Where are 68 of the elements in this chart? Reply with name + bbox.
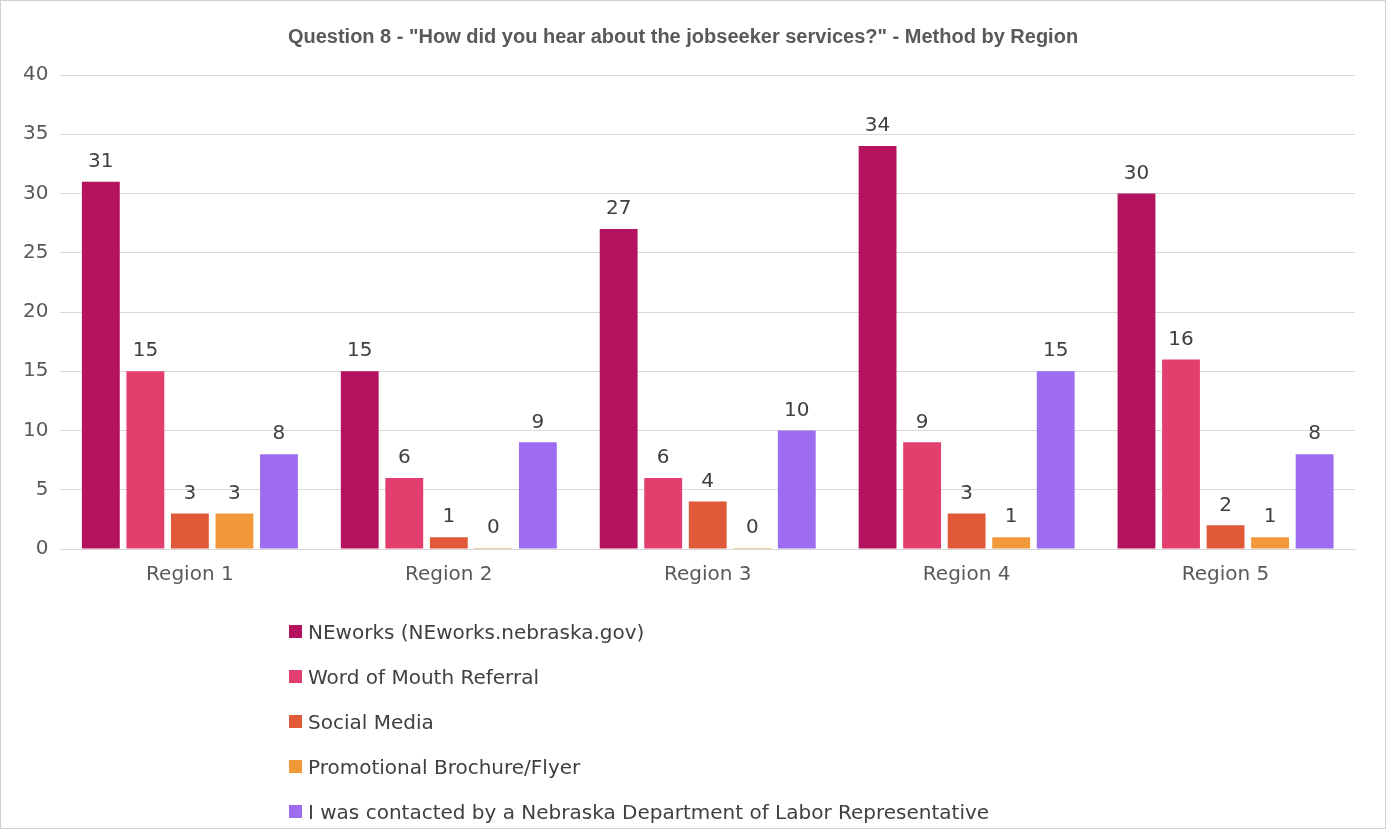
- data-label: 15: [132, 337, 159, 362]
- y-tick-label: 40: [23, 61, 49, 86]
- data-label: 31: [88, 147, 114, 172]
- bar: [992, 537, 1031, 549]
- data-label: 8: [272, 420, 286, 445]
- x-tick-label: Region 2: [405, 561, 493, 586]
- data-label: 0: [486, 514, 500, 539]
- bar: [1117, 193, 1156, 549]
- data-label: 1: [442, 503, 456, 528]
- y-tick-label: 30: [23, 179, 49, 204]
- data-label: 2: [1219, 491, 1232, 516]
- bar: [1206, 525, 1245, 549]
- legend-label: NEworks (NEworks.nebraska.gov): [308, 619, 645, 644]
- bar: [340, 371, 379, 549]
- y-tick-label: 5: [35, 475, 49, 500]
- bar: [126, 371, 165, 549]
- y-tick-label: 35: [23, 120, 49, 145]
- bar: [644, 477, 683, 549]
- data-label: 10: [784, 396, 810, 421]
- data-label: 9: [531, 408, 545, 433]
- y-tick-label: 25: [23, 238, 49, 263]
- data-label: 15: [1042, 337, 1069, 362]
- legend-label: Social Media: [308, 709, 434, 734]
- data-label: 3: [960, 479, 973, 504]
- data-label: 8: [1308, 420, 1321, 445]
- bar: [1036, 371, 1075, 549]
- data-label: 1: [1004, 503, 1018, 528]
- bar: [858, 146, 897, 549]
- x-tick-label: Region 5: [1181, 561, 1270, 586]
- bar: [777, 430, 816, 549]
- y-tick-label: 0: [35, 535, 49, 560]
- x-tick-label: Region 4: [922, 561, 1011, 586]
- bar: [518, 442, 557, 549]
- bar: [215, 513, 254, 549]
- bar: [1162, 359, 1200, 549]
- bar: [903, 442, 942, 549]
- legend-label: I was contacted by a Nebraska Department of Labor Representative: [308, 799, 990, 824]
- data-label: 3: [228, 479, 241, 504]
- data-label: 34: [864, 112, 891, 137]
- data-label: 4: [701, 467, 715, 492]
- y-tick-label: 10: [23, 416, 49, 441]
- bar: [1295, 454, 1334, 549]
- data-label: 0: [745, 514, 759, 539]
- bar: [688, 501, 727, 549]
- data-label: 6: [656, 444, 670, 469]
- bar: [385, 477, 424, 549]
- data-label: 15: [347, 337, 373, 362]
- y-tick-label: 20: [23, 298, 49, 323]
- x-tick-label: Region 3: [663, 561, 752, 586]
- bar: [260, 454, 298, 549]
- legend-label: Word of Mouth Referral: [308, 664, 539, 689]
- data-label: 9: [915, 408, 929, 433]
- data-label: 1: [1263, 503, 1277, 528]
- data-label: 27: [605, 195, 632, 220]
- data-label: 3: [183, 479, 197, 504]
- bar: [81, 181, 120, 549]
- bar: [429, 537, 468, 549]
- chart-title: Question 8 - "How did you hear about the jobseeker services?" - Method by Region: [287, 24, 1079, 47]
- data-label: 16: [1168, 325, 1194, 350]
- data-label: 6: [397, 444, 411, 469]
- data-label: 30: [1123, 159, 1150, 184]
- bar: [599, 229, 638, 549]
- bar: [1251, 537, 1289, 549]
- bar: [947, 513, 986, 549]
- bar: [170, 513, 209, 549]
- x-tick-label: Region 1: [146, 561, 234, 586]
- y-tick-label: 15: [23, 357, 49, 382]
- legend-label: Promotional Brochure/Flyer: [308, 754, 581, 779]
